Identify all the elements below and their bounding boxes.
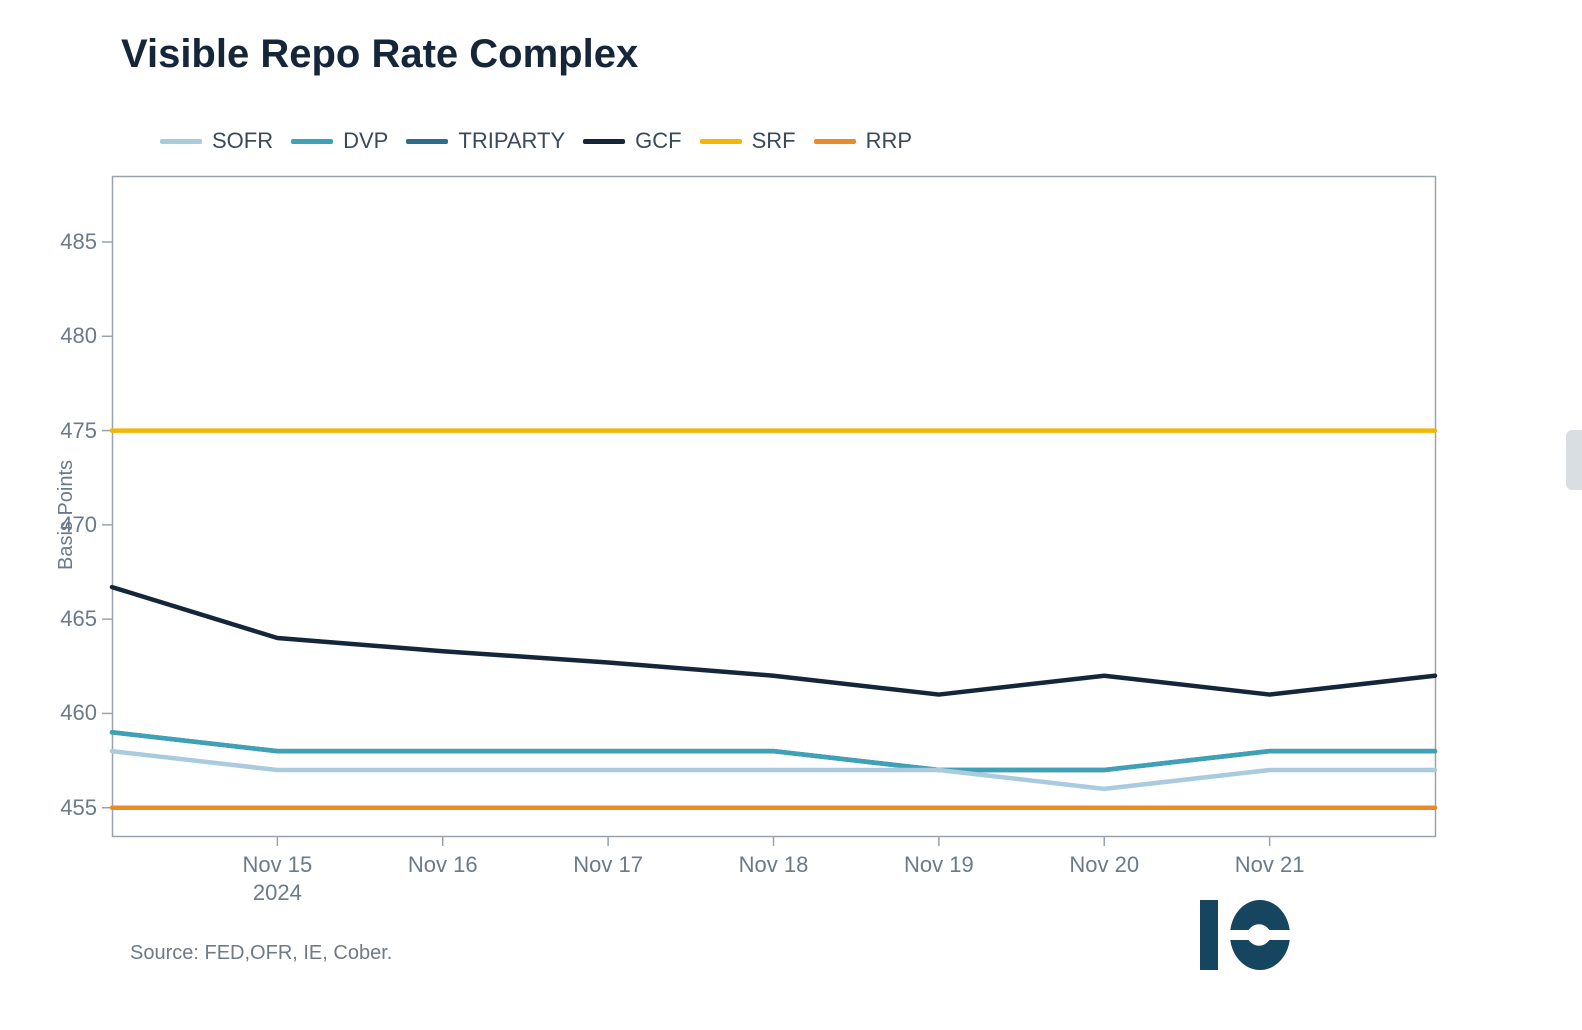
brand-logo (1200, 900, 1300, 970)
x-tick-label: Nov 18 (734, 852, 814, 878)
legend-swatch (291, 139, 333, 144)
legend-swatch (700, 139, 742, 144)
legend-item-srf[interactable]: SRF (700, 128, 796, 154)
x-tick-label: Nov 20 (1064, 852, 1144, 878)
legend-item-triparty[interactable]: TRIPARTY (406, 128, 565, 154)
legend: SOFR DVP TRIPARTY GCF SRF RRP (160, 128, 912, 154)
plot-border (113, 177, 1436, 837)
y-tick-label: 470 (52, 512, 97, 538)
legend-swatch (814, 139, 856, 144)
legend-swatch (160, 139, 202, 144)
legend-item-rrp[interactable]: RRP (814, 128, 912, 154)
y-tick-label: 480 (52, 323, 97, 349)
x-tick-label: Nov 16 (403, 852, 483, 878)
series-dvp (112, 732, 1435, 770)
legend-label: DVP (343, 128, 388, 154)
x-tick-label: Nov 17 (568, 852, 648, 878)
y-tick-label: 455 (52, 795, 97, 821)
legend-swatch (583, 139, 625, 144)
series-gcf (112, 587, 1435, 694)
legend-item-dvp[interactable]: DVP (291, 128, 388, 154)
line-chart (112, 176, 1437, 838)
legend-swatch (406, 139, 448, 144)
legend-label: SOFR (212, 128, 273, 154)
y-tick-label: 485 (52, 229, 97, 255)
x-year-label: 2024 (237, 880, 317, 906)
legend-label: RRP (866, 128, 912, 154)
legend-label: TRIPARTY (458, 128, 565, 154)
chart-title: Visible Repo Rate Complex (121, 32, 638, 77)
x-tick-label: Nov 19 (899, 852, 979, 878)
legend-item-gcf[interactable]: GCF (583, 128, 681, 154)
y-tick-label: 460 (52, 700, 97, 726)
side-tab[interactable] (1566, 430, 1582, 490)
y-tick-label: 475 (52, 418, 97, 444)
x-tick-label: Nov 15 (237, 852, 317, 878)
legend-label: GCF (635, 128, 681, 154)
source-caption: Source: FED,OFR, IE, Cober. (130, 942, 392, 965)
x-tick-label: Nov 21 (1230, 852, 1310, 878)
legend-item-sofr[interactable]: SOFR (160, 128, 273, 154)
y-tick-label: 465 (52, 606, 97, 632)
legend-label: SRF (752, 128, 796, 154)
